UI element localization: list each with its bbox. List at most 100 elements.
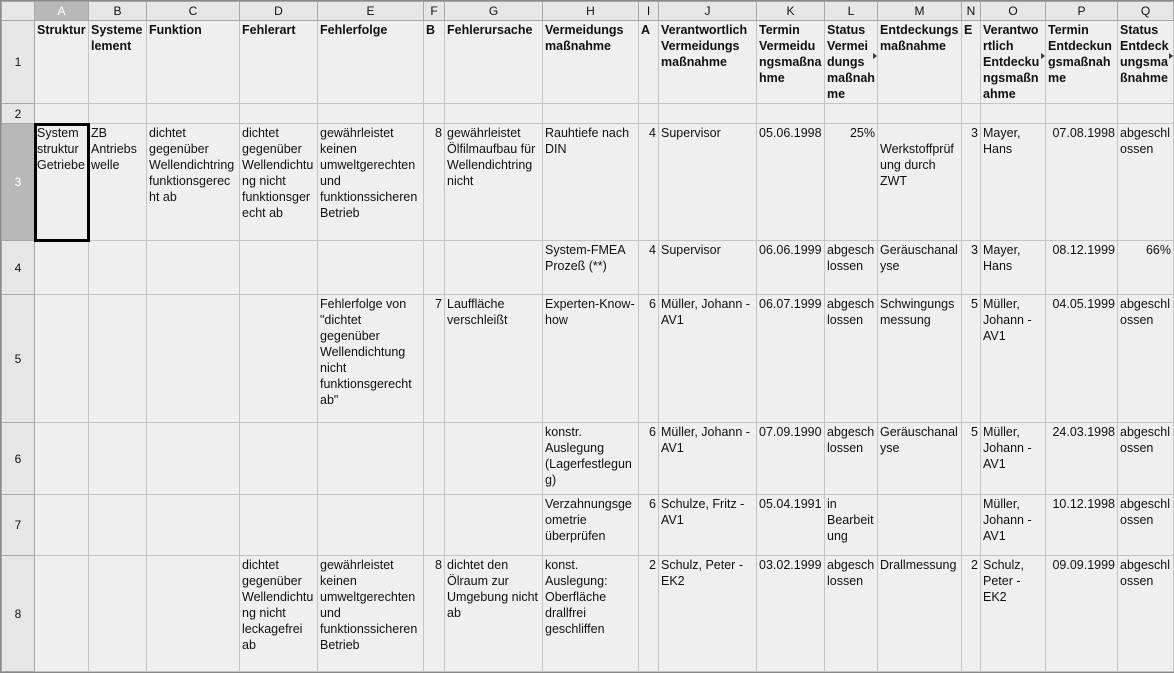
cell-L3[interactable]: 25% xyxy=(824,123,878,241)
cell-E8[interactable]: gewährleistet keinen umweltgerechten und… xyxy=(317,555,424,672)
cell-C8[interactable] xyxy=(146,555,240,672)
cell-E1[interactable]: Fehlerfolge xyxy=(317,20,424,104)
cell-O7[interactable]: Müller, Johann - AV1 xyxy=(980,494,1046,556)
cell-K8[interactable]: 03.02.1999 xyxy=(756,555,825,672)
column-header-A[interactable]: A xyxy=(34,1,89,21)
cell-K6[interactable]: 07.09.1990 xyxy=(756,422,825,495)
cell-I7[interactable]: 6 xyxy=(638,494,659,556)
cell-N1[interactable]: E xyxy=(961,20,981,104)
cell-G6[interactable] xyxy=(444,422,543,495)
column-header-B[interactable]: B xyxy=(88,1,147,21)
cell-J3[interactable]: Supervisor xyxy=(658,123,757,241)
cell-H8[interactable]: konst. Auslegung: Oberfläche drallfrei g… xyxy=(542,555,639,672)
cell-M6[interactable]: Geräuschanalyse xyxy=(877,422,962,495)
cell-L2[interactable] xyxy=(824,103,878,124)
cell-G2[interactable] xyxy=(444,103,543,124)
cell-C3[interactable]: dichtet gegenüber Wellendichtring funkti… xyxy=(146,123,240,241)
cell-P2[interactable] xyxy=(1045,103,1118,124)
cell-P1[interactable]: Termin Entdeckungsmaßnahme xyxy=(1045,20,1118,104)
cell-O4[interactable]: Mayer, Hans xyxy=(980,240,1046,295)
cell-I5[interactable]: 6 xyxy=(638,294,659,423)
cell-I2[interactable] xyxy=(638,103,659,124)
cell-I6[interactable]: 6 xyxy=(638,422,659,495)
column-header-F[interactable]: F xyxy=(423,1,445,21)
cell-P8[interactable]: 09.09.1999 xyxy=(1045,555,1118,672)
cell-N7[interactable] xyxy=(961,494,981,556)
cell-Q2[interactable] xyxy=(1117,103,1174,124)
cell-F2[interactable] xyxy=(423,103,445,124)
cell-O8[interactable]: Schulz, Peter - EK2 xyxy=(980,555,1046,672)
row-header-8[interactable]: 8 xyxy=(1,555,35,672)
cell-B4[interactable] xyxy=(88,240,147,295)
cell-D7[interactable] xyxy=(239,494,318,556)
cell-A4[interactable] xyxy=(34,240,89,295)
cell-J7[interactable]: Schulze, Fritz - AV1 xyxy=(658,494,757,556)
cell-J8[interactable]: Schulz, Peter - EK2 xyxy=(658,555,757,672)
cell-K2[interactable] xyxy=(756,103,825,124)
cell-D2[interactable] xyxy=(239,103,318,124)
cell-D3[interactable]: dichtet gegenüber Wellendichtung nicht f… xyxy=(239,123,318,241)
cell-H5[interactable]: Experten-Know-how xyxy=(542,294,639,423)
cell-J6[interactable]: Müller, Johann - AV1 xyxy=(658,422,757,495)
cell-B7[interactable] xyxy=(88,494,147,556)
cell-L6[interactable]: abgeschlossen xyxy=(824,422,878,495)
row-header-3[interactable]: 3 xyxy=(1,123,35,241)
cell-M4[interactable]: Geräuschanalyse xyxy=(877,240,962,295)
row-header-1[interactable]: 1 xyxy=(1,20,35,104)
column-header-M[interactable]: M xyxy=(877,1,962,21)
cell-E5[interactable]: Fehlerfolge von "dichtet gegenüber Welle… xyxy=(317,294,424,423)
cell-O1[interactable]: Verantwortlich Entdeckungsmaßnahme xyxy=(980,20,1046,104)
row-header-4[interactable]: 4 xyxy=(1,240,35,295)
cell-G8[interactable]: dichtet den Ölraum zur Umgebung nicht ab xyxy=(444,555,543,672)
cell-D6[interactable] xyxy=(239,422,318,495)
cell-C7[interactable] xyxy=(146,494,240,556)
row-header-2[interactable]: 2 xyxy=(1,103,35,124)
cell-K1[interactable]: Termin Vermeidungsmaßnahme xyxy=(756,20,825,104)
cell-J4[interactable]: Supervisor xyxy=(658,240,757,295)
cell-I1[interactable]: A xyxy=(638,20,659,104)
cell-N2[interactable] xyxy=(961,103,981,124)
row-header-5[interactable]: 5 xyxy=(1,294,35,423)
cell-K3[interactable]: 05.06.1998 xyxy=(756,123,825,241)
column-header-L[interactable]: L xyxy=(824,1,878,21)
select-all-corner[interactable] xyxy=(1,1,35,21)
cell-E6[interactable] xyxy=(317,422,424,495)
cell-P4[interactable]: 08.12.1999 xyxy=(1045,240,1118,295)
cell-P3[interactable]: 07.08.1998 xyxy=(1045,123,1118,241)
cell-N8[interactable]: 2 xyxy=(961,555,981,672)
cell-M5[interactable]: Schwingungs messung xyxy=(877,294,962,423)
cell-Q6[interactable]: abgeschlossen xyxy=(1117,422,1174,495)
column-header-D[interactable]: D xyxy=(239,1,318,21)
cell-G5[interactable]: Lauffläche verschleißt xyxy=(444,294,543,423)
cell-K5[interactable]: 06.07.1999 xyxy=(756,294,825,423)
cell-D1[interactable]: Fehlerart xyxy=(239,20,318,104)
cell-H2[interactable] xyxy=(542,103,639,124)
cell-B5[interactable] xyxy=(88,294,147,423)
cell-H6[interactable]: konstr. Auslegung (Lagerfestlegung) xyxy=(542,422,639,495)
cell-A1[interactable]: Struktur xyxy=(34,20,89,104)
cell-N4[interactable]: 3 xyxy=(961,240,981,295)
cell-L5[interactable]: abgeschlossen xyxy=(824,294,878,423)
cell-L7[interactable]: in Bearbeitung xyxy=(824,494,878,556)
cell-E4[interactable] xyxy=(317,240,424,295)
column-header-E[interactable]: E xyxy=(317,1,424,21)
cell-E2[interactable] xyxy=(317,103,424,124)
cell-K7[interactable]: 05.04.1991 xyxy=(756,494,825,556)
cell-M7[interactable] xyxy=(877,494,962,556)
cell-Q5[interactable]: abgeschlossen xyxy=(1117,294,1174,423)
column-header-K[interactable]: K xyxy=(756,1,825,21)
cell-I3[interactable]: 4 xyxy=(638,123,659,241)
cell-K4[interactable]: 06.06.1999 xyxy=(756,240,825,295)
cell-A8[interactable] xyxy=(34,555,89,672)
cell-N3[interactable]: 3 xyxy=(961,123,981,241)
cell-Q8[interactable]: abgeschlossen xyxy=(1117,555,1174,672)
cell-I8[interactable]: 2 xyxy=(638,555,659,672)
cell-L8[interactable]: abgeschlossen xyxy=(824,555,878,672)
cell-D8[interactable]: dichtet gegenüber Wellendichtung nicht l… xyxy=(239,555,318,672)
cell-H4[interactable]: System-FMEA Prozeß (**) xyxy=(542,240,639,295)
cell-Q1[interactable]: Status Entdeckungsmaßnahme xyxy=(1117,20,1174,104)
cell-G3[interactable]: gewährleistet Ölfilmaufbau für Wellendic… xyxy=(444,123,543,241)
cell-L4[interactable]: abgeschlossen xyxy=(824,240,878,295)
cell-N5[interactable]: 5 xyxy=(961,294,981,423)
cell-Q7[interactable]: abgeschlossen xyxy=(1117,494,1174,556)
